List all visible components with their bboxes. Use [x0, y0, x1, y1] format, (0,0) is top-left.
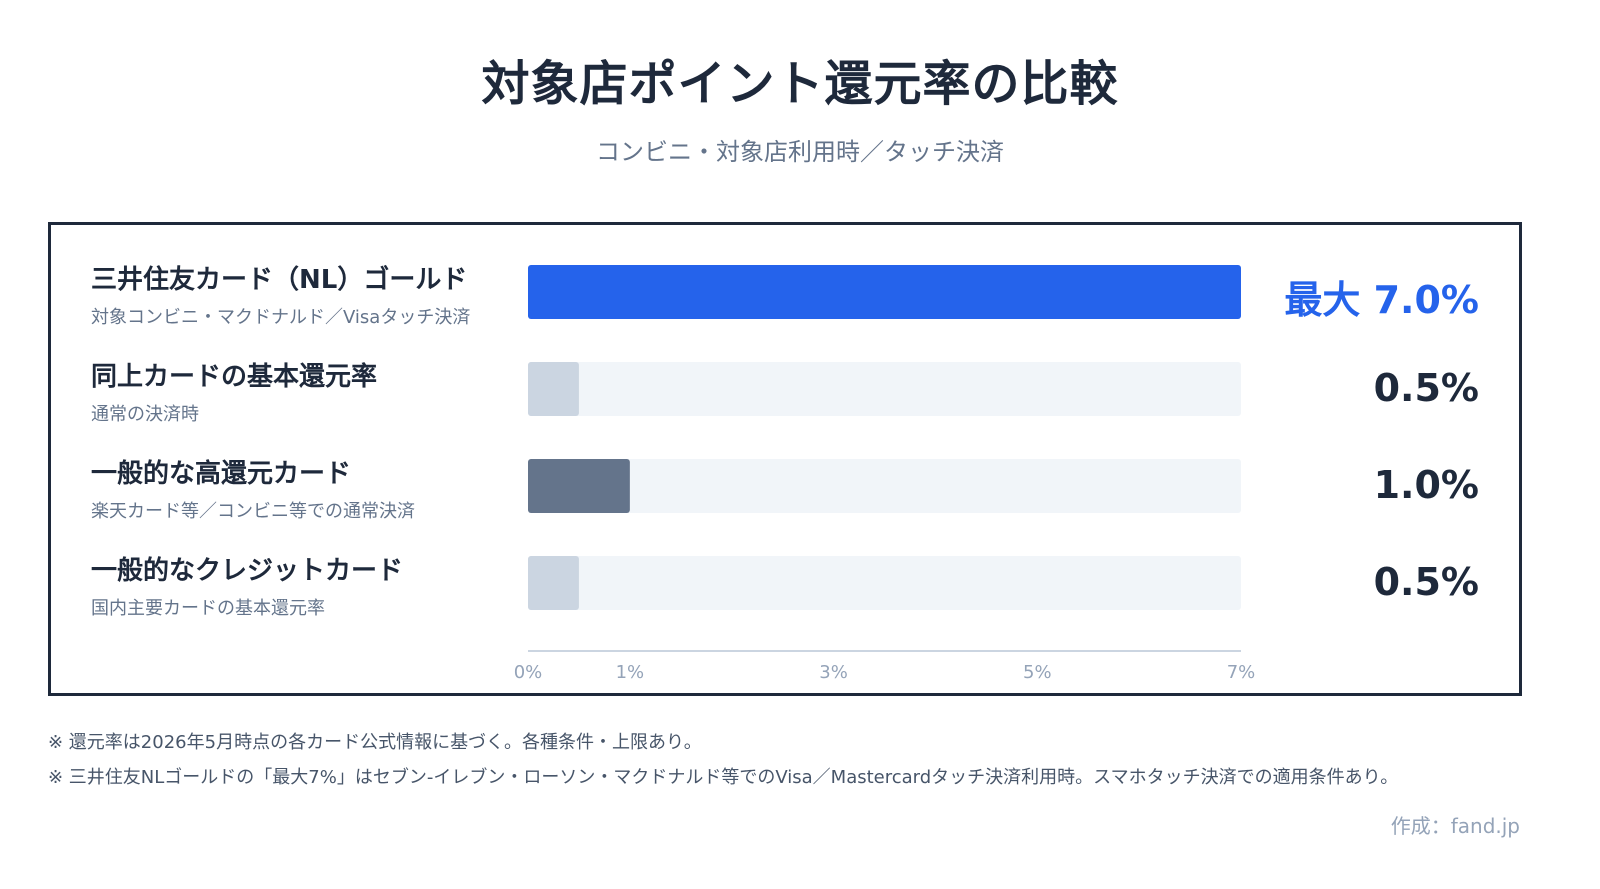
bar-track — [528, 362, 1241, 416]
row-value-label: 0.5% — [1373, 366, 1479, 410]
bar — [528, 362, 579, 416]
row-value-label: 最大 7.0% — [1284, 278, 1479, 322]
row-sublabel: 対象コンビニ・マクドナルド／Visaタッチ決済 — [91, 307, 471, 328]
chart-subtitle: コンビニ・対象店利用時／タッチ決済 — [596, 138, 1004, 166]
row-sublabel: 国内主要カードの基本還元率 — [91, 598, 325, 619]
row-sublabel: 通常の決済時 — [91, 404, 199, 425]
x-tick-label: 0% — [514, 662, 543, 683]
row-label: 一般的なクレジットカード — [91, 556, 404, 586]
bar-chart: 0% 1% 3% 5% 7% — [514, 265, 1256, 683]
x-tick-label: 7% — [1227, 662, 1256, 683]
footnote: ※ 三井住友NLゴールドの「最大7%」はセブン-イレブン・ローソン・マクドナルド… — [48, 767, 1399, 788]
footnote: ※ 還元率は2026年5月時点の各カード公式情報に基づく。各種条件・上限あり。 — [48, 732, 702, 753]
bar — [528, 556, 579, 610]
row-sublabel: 楽天カード等／コンビニ等での通常決済 — [91, 501, 415, 522]
chart-panel: 0% 1% 3% 5% 7% 三井住友カード（NL）ゴールド 対象コンビニ・マクドナルド… — [48, 222, 1522, 696]
chart-title: 対象店ポイント還元率の比較 — [481, 56, 1119, 112]
row-value-label: 1.0% — [1373, 463, 1479, 507]
x-tick-label: 5% — [1023, 662, 1052, 683]
bar — [528, 265, 1241, 319]
row-label: 一般的な高還元カード — [91, 459, 352, 489]
bar-track — [528, 556, 1241, 610]
bar-track — [528, 459, 1241, 513]
credit: 作成：fand.jp — [1390, 814, 1520, 838]
row-label: 同上カードの基本還元率 — [91, 362, 378, 392]
x-tick-label: 1% — [616, 662, 645, 683]
x-tick-label: 3% — [819, 662, 848, 683]
row-value-label: 0.5% — [1373, 560, 1479, 604]
bar — [528, 459, 630, 513]
row-label: 三井住友カード（NL）ゴールド — [91, 265, 468, 295]
